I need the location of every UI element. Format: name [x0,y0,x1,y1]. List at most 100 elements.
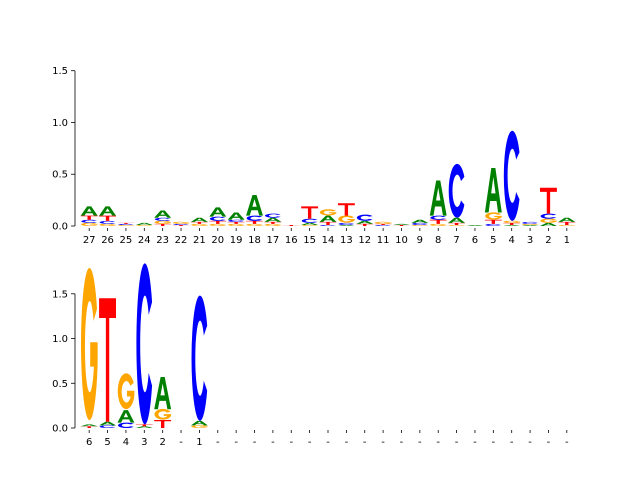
logo-letter-shape [503,220,521,223]
logo-letter-t [117,222,135,224]
logo-letter-a [246,194,263,216]
logo-letter-a [319,215,337,222]
y-tick-label: 0.0 [52,424,68,435]
logo-letter-shape [338,222,355,225]
logo-letter-shape [118,223,134,225]
logo-letter-shape [430,223,447,226]
logo-letter-shape [80,215,98,220]
logo-letter-shape [191,295,208,421]
x-tick-label: 2 [159,437,165,448]
logo-letter-shape [99,421,117,426]
logo-letter-c [136,263,153,425]
logo-letter-shape [301,224,319,226]
logo-column [172,221,190,226]
logo-letter-shape [282,224,300,226]
logo-letter-shape [393,223,410,225]
logo-letter-shape [429,219,447,224]
x-tick-label: 14 [322,235,335,246]
logo-column [466,224,484,226]
logo-letter-a [411,219,429,223]
logo-letter-c [522,221,538,224]
logo-letter-c [118,422,134,428]
logo-letter-shape [411,224,429,226]
logo-letter-t [209,220,227,224]
logo-letter-shape [539,222,557,226]
logo-letter-shape [411,222,428,225]
logo-letter-shape [337,224,355,226]
logo-column [503,130,521,226]
logo-letter-shape [117,410,135,423]
logo-letter-shape [319,215,337,222]
logo-letter-a [135,222,153,225]
logo-letter-g [246,223,263,226]
logo-letter-shape [484,168,502,213]
logo-letter-g [374,221,392,224]
logo-letter-t [301,206,319,219]
logo-column [246,194,263,226]
logo-letter-a [99,206,117,216]
logo-letter-shape [117,373,135,410]
logo-column [411,219,429,226]
x-tick-label: - [326,437,330,448]
logo-column [227,212,245,226]
logo-column [99,298,117,428]
logo-letter-shape [393,224,410,226]
logo-letter-t [190,221,208,224]
logo-letter-shape [521,224,539,226]
x-tick-label: 6 [86,437,92,448]
logo-letter-shape [209,207,227,217]
logo-letter-shape [190,221,208,224]
logo-letter-c [228,219,244,222]
logo-letter-t [393,224,410,226]
x-tick-label: 1 [564,235,570,246]
logo-letter-a [521,224,539,226]
logo-letter-g [540,218,557,223]
logo-letter-shape [190,217,208,222]
logo-letter-g [191,425,208,428]
logo-letter-shape [209,216,226,221]
logo-letter-g [227,223,245,226]
x-tick-label: 13 [340,235,353,246]
logo-letter-shape [99,215,117,221]
logo-letter-shape [80,424,98,427]
x-tick-label: - [179,437,183,448]
logo-letter-shape [135,222,153,225]
logo-column [282,224,300,226]
logo-letter-shape [319,221,337,225]
logo-letter-shape [154,217,171,221]
logo-letter-shape [246,223,263,226]
logo-letter-c [540,213,557,219]
logo-letter-shape [338,215,355,223]
logo-letter-g [117,373,135,410]
logo-column [190,295,208,428]
logo-column [80,267,98,428]
x-tick-label: 12 [358,235,371,246]
logo-letter-shape [135,426,153,428]
logo-column [521,221,539,226]
x-tick-label: - [345,437,349,448]
logo-letter-shape [503,222,521,225]
y-tick-label: 1.5 [52,66,68,77]
logo-letter-shape [522,221,538,224]
logo-letter-g [521,223,539,225]
logo-panel-bottom: 0.0 0.5 1.0 1.5 6 5 4 3 2 - 1 - - - - - - - - - - - - - - - - - - - - [52,263,569,448]
logo-letter-a [190,420,208,426]
logo-letter-a [466,224,484,226]
logo-letter-shape [485,212,502,220]
logo-column [429,180,447,226]
x-tick-label: 24 [138,235,151,246]
logo-column [117,222,135,226]
logo-letter-g [338,215,355,223]
logo-letter-c [503,130,520,221]
logo-letter-t [80,426,98,428]
logo-letter-c [99,425,116,428]
logo-letter-shape [154,377,172,410]
logo-letter-t [154,223,172,226]
logo-column [301,206,319,226]
logo-letter-t [282,224,300,226]
logo-column [117,373,135,428]
x-tick-label: 10 [395,235,408,246]
logo-letter-a [209,207,227,217]
logo-letter-a [337,224,355,226]
